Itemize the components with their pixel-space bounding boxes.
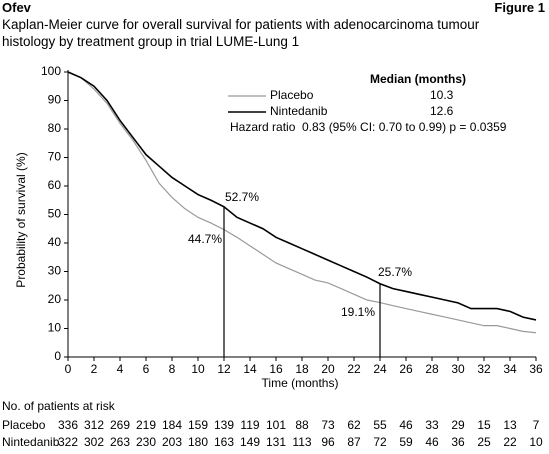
- at-risk-count: 46: [399, 418, 413, 432]
- at-risk-count: 101: [266, 418, 286, 432]
- y-tick-label: 0: [54, 349, 61, 363]
- x-tick-label: 2: [91, 362, 98, 376]
- at-risk-count: 72: [373, 435, 387, 449]
- x-tick-label: 18: [295, 362, 309, 376]
- at-risk-count: 180: [188, 435, 208, 449]
- at-risk-count: 62: [347, 418, 361, 432]
- x-tick-label: 0: [65, 362, 72, 376]
- at-risk-count: 269: [110, 418, 130, 432]
- x-tick-label: 30: [451, 362, 465, 376]
- x-tick-label: 20: [321, 362, 335, 376]
- at-risk-title: No. of patients at risk: [2, 399, 116, 413]
- y-tick-label: 60: [48, 178, 62, 192]
- y-tick-label: 50: [48, 207, 62, 221]
- header-left: Ofev: [2, 0, 31, 15]
- at-risk-count: 219: [136, 418, 156, 432]
- x-tick-label: 26: [399, 362, 413, 376]
- x-tick-label: 36: [529, 362, 543, 376]
- at-risk-count: 203: [162, 435, 182, 449]
- at-risk-count: 22: [503, 435, 517, 449]
- survival-curve: [67, 71, 537, 334]
- at-risk-count: 87: [347, 435, 361, 449]
- at-risk-count: 159: [188, 418, 208, 432]
- legend-title: Median (months): [370, 72, 466, 86]
- y-tick-label: 90: [48, 93, 62, 107]
- y-axis-title: Probability of survival (%): [14, 152, 28, 287]
- x-axis-title: Time (months): [262, 376, 339, 390]
- at-risk-count: 88: [295, 418, 309, 432]
- x-tick-label: 14: [243, 362, 257, 376]
- x-tick-label: 28: [425, 362, 439, 376]
- x-tick-label: 32: [477, 362, 491, 376]
- at-risk-count: 119: [240, 418, 259, 432]
- at-risk-count: 96: [321, 435, 335, 449]
- x-tick-label: 8: [169, 362, 176, 376]
- x-tick-label: 24: [373, 362, 387, 376]
- annotation: 19.1%: [341, 305, 375, 319]
- at-risk-count: 25: [477, 435, 491, 449]
- at-risk-count: 322: [58, 435, 78, 449]
- at-risk-count: 59: [399, 435, 413, 449]
- survival-curve: [67, 71, 537, 321]
- at-risk-count: 336: [58, 418, 78, 432]
- legend-label: Placebo: [270, 88, 314, 102]
- at-risk-count: 139: [214, 418, 234, 432]
- hazard-text: 0.83 (95% CI: 0.70 to 0.99) p = 0.0359: [302, 120, 507, 134]
- legend-median: 12.6: [430, 104, 454, 118]
- at-risk-count: 55: [373, 418, 387, 432]
- at-risk-count: 13: [503, 418, 517, 432]
- annotation: 52.7%: [225, 190, 259, 204]
- chart-title: Kaplan-Meier curve for overall survival …: [2, 17, 480, 49]
- x-tick-label: 4: [117, 362, 124, 376]
- at-risk-count: 149: [240, 435, 260, 449]
- at-risk-count: 10: [529, 435, 543, 449]
- y-tick-label: 40: [48, 235, 62, 249]
- annotation: 44.7%: [188, 232, 222, 246]
- at-risk-count: 131: [266, 435, 286, 449]
- at-risk-count: 15: [477, 418, 491, 432]
- y-tick-label: 80: [48, 121, 62, 135]
- at-risk-count: 29: [451, 418, 465, 432]
- at-risk-row-label: Placebo: [2, 418, 46, 432]
- at-risk-count: 163: [214, 435, 234, 449]
- y-tick-label: 70: [48, 150, 62, 164]
- x-tick-label: 16: [269, 362, 283, 376]
- at-risk-count: 230: [136, 435, 156, 449]
- x-tick-label: 34: [503, 362, 517, 376]
- x-tick-label: 6: [143, 362, 150, 376]
- at-risk-count: 302: [84, 435, 104, 449]
- at-risk-row-label: Nintedanib: [2, 435, 60, 449]
- legend-median: 10.3: [430, 88, 454, 102]
- at-risk-count: 33: [425, 418, 439, 432]
- at-risk-count: 36: [451, 435, 465, 449]
- y-tick-label: 10: [48, 321, 62, 335]
- at-risk-count: 73: [321, 418, 335, 432]
- y-tick-label: 100: [41, 64, 61, 78]
- annotation: 25.7%: [378, 265, 412, 279]
- hazard-label: Hazard ratio: [230, 120, 296, 134]
- y-tick-label: 30: [48, 264, 62, 278]
- at-risk-count: 312: [84, 418, 104, 432]
- y-tick-label: 20: [48, 292, 62, 306]
- x-tick-label: 22: [347, 362, 361, 376]
- x-tick-label: 12: [217, 362, 231, 376]
- at-risk-count: 46: [425, 435, 439, 449]
- at-risk-count: 263: [110, 435, 130, 449]
- x-tick-label: 10: [191, 362, 205, 376]
- legend-label: Nintedanib: [270, 104, 328, 118]
- at-risk-count: 184: [162, 418, 182, 432]
- at-risk-count: 113: [292, 435, 311, 449]
- header-right: Figure 1: [494, 0, 545, 15]
- at-risk-count: 7: [533, 418, 540, 432]
